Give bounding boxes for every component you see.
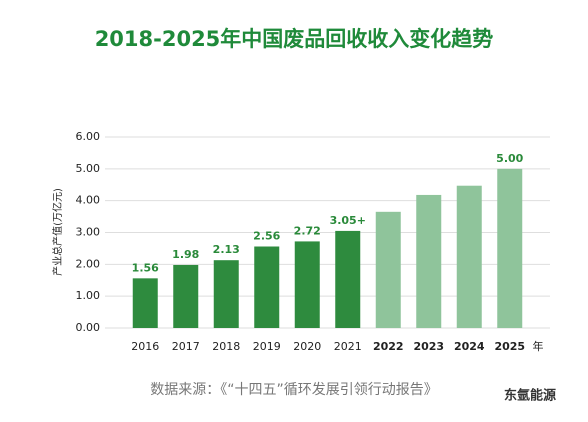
bar	[294, 241, 320, 328]
x-tick-label: 2018	[212, 340, 240, 353]
x-tick-label: 2025	[494, 340, 525, 353]
y-axis-label: 产业总产值(万亿元)	[51, 188, 64, 276]
value-label: 1.56	[132, 261, 159, 274]
bar	[213, 260, 239, 328]
x-tick-label: 2016	[131, 340, 159, 353]
source: 数据来源：《“十四五”循环发展引领行动报告》	[150, 382, 438, 398]
y-tick-label: 4.00	[76, 194, 101, 207]
x-tick-label: 2020	[293, 340, 321, 353]
bar	[173, 264, 199, 328]
value-label: 2.56	[253, 230, 280, 243]
bar	[375, 211, 401, 328]
y-tick-label: 3.00	[76, 226, 101, 239]
y-tick-label: 6.00	[76, 130, 101, 143]
x-tick-label: 2024	[454, 340, 485, 353]
value-label: 3.05+	[330, 214, 366, 227]
x-tick-label: 2019	[253, 340, 281, 353]
y-tick-label: 0.00	[76, 321, 101, 334]
bar	[456, 185, 482, 328]
y-tick-label: 2.00	[76, 257, 101, 270]
value-label: 2.72	[294, 224, 321, 237]
y-tick-label: 5.00	[76, 162, 101, 175]
bar	[416, 194, 442, 328]
x-tick-label: 2022	[373, 340, 404, 353]
x-unit: 年	[533, 339, 544, 353]
y-tick-label: 1.00	[76, 289, 101, 302]
value-label: 1.98	[172, 248, 199, 261]
bar	[254, 246, 280, 328]
bar	[132, 278, 158, 328]
value-label: 5.00	[496, 152, 523, 165]
bar	[497, 168, 523, 328]
chart-title: 2018-2025年中国废品回收收入变化趋势	[95, 27, 494, 51]
x-tick-label: 2017	[172, 340, 200, 353]
value-label: 2.13	[213, 243, 240, 256]
x-tick-label: 2021	[334, 340, 362, 353]
watermark: 东氩能源	[504, 388, 556, 404]
x-tick-label: 2023	[413, 340, 444, 353]
bar	[335, 230, 361, 328]
